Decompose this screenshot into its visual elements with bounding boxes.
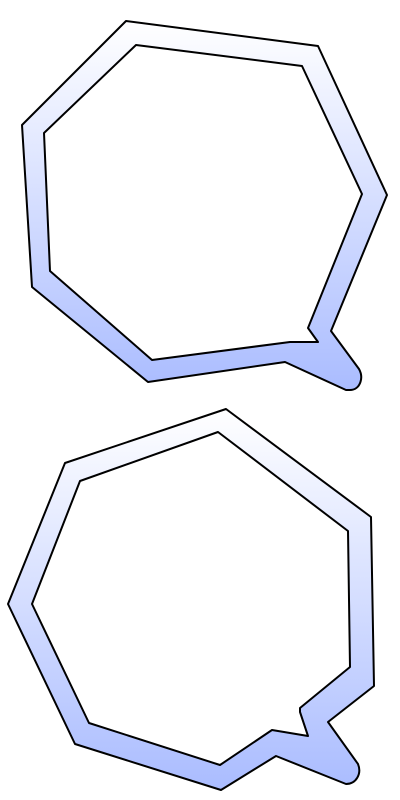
callout-shape-bottom — [7, 408, 375, 791]
callout-shape-top — [21, 20, 388, 391]
